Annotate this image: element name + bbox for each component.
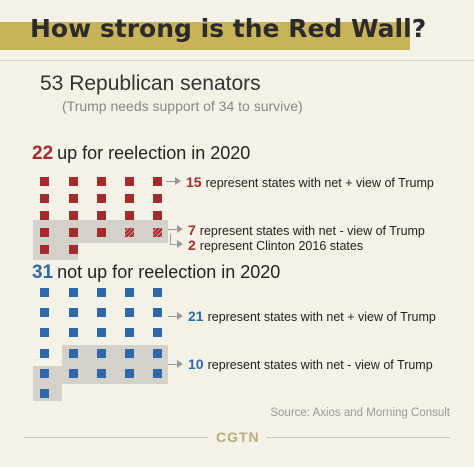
callout-line-10	[168, 364, 178, 365]
senator-square	[69, 177, 78, 186]
senator-square	[40, 194, 49, 203]
callout-line-7	[168, 229, 178, 230]
senator-square	[153, 328, 162, 337]
callout-15-text: represent states with net + view of Trum…	[205, 176, 434, 190]
callout-line-2-vertical	[170, 234, 171, 244]
senator-square	[125, 288, 134, 297]
senator-square	[125, 328, 134, 337]
callout-2-num: 2	[188, 237, 196, 253]
senator-square	[97, 228, 106, 237]
senator-square	[40, 389, 49, 398]
senator-square	[69, 245, 78, 254]
senator-square	[97, 194, 106, 203]
callout-10-num: 10	[188, 356, 204, 372]
negative-view-highlight-top	[62, 345, 168, 366]
senator-square	[153, 211, 162, 220]
callout-7-num: 7	[188, 222, 196, 238]
group-not-up-header: 31 not up for reelection in 2020	[32, 262, 280, 284]
senator-square	[97, 288, 106, 297]
callout-2-text: represent Clinton 2016 states	[199, 239, 364, 253]
subnote: (Trump needs support of 34 to survive)	[62, 98, 303, 114]
senator-square	[153, 369, 162, 378]
senator-square	[153, 177, 162, 186]
senator-square	[153, 288, 162, 297]
arrow-icon	[177, 312, 183, 320]
callout-10: 10 represent states with net - view of Tr…	[188, 356, 433, 372]
senator-square	[40, 349, 49, 358]
senator-square	[153, 194, 162, 203]
senator-square	[40, 245, 49, 254]
group-up-header: 22 up for reelection in 2020	[32, 143, 250, 165]
senator-square	[125, 228, 134, 237]
group-not-up-label: not up for reelection in 2020	[57, 262, 281, 282]
group-up-count: 22	[32, 143, 54, 164]
senator-square	[69, 328, 78, 337]
senator-square	[40, 308, 49, 317]
callout-15: 15 represent states with net + view of Tr…	[186, 174, 434, 190]
title-bar	[0, 22, 410, 50]
senator-square	[97, 328, 106, 337]
senator-square	[40, 211, 49, 220]
senator-square	[97, 211, 106, 220]
callout-21: 21 represent states with net + view of Tr…	[188, 308, 436, 324]
arrow-icon	[177, 225, 183, 233]
arrow-icon	[177, 360, 183, 368]
callout-line-21	[168, 316, 178, 317]
subtitle: 53 Republican senators	[40, 72, 261, 95]
senator-square	[40, 328, 49, 337]
footer-rule-right	[266, 437, 450, 438]
senator-square	[153, 228, 162, 237]
senator-square	[97, 369, 106, 378]
callout-10-text: represent states with net - view of Trum…	[207, 358, 433, 372]
callout-21-text: represent states with net + view of Trum…	[207, 310, 436, 324]
callout-15-num: 15	[186, 174, 202, 190]
senator-square	[97, 308, 106, 317]
senator-square	[69, 308, 78, 317]
source-note: Source: Axios and Morning Consult	[270, 407, 450, 419]
senator-square	[125, 211, 134, 220]
senator-square	[69, 228, 78, 237]
callout-2: 2 represent Clinton 2016 states	[188, 237, 363, 253]
senator-square	[97, 349, 106, 358]
senator-square	[125, 349, 134, 358]
callout-7-text: represent states with net - view of Trum…	[199, 224, 425, 238]
senator-square	[125, 308, 134, 317]
arrow-icon	[177, 240, 183, 248]
senator-square	[153, 349, 162, 358]
senator-square	[40, 177, 49, 186]
senator-square	[40, 288, 49, 297]
senator-square	[97, 177, 106, 186]
senator-square	[69, 288, 78, 297]
page-title: How strong is the Red Wall?	[30, 14, 427, 43]
senator-square	[125, 369, 134, 378]
senator-square	[69, 349, 78, 358]
callout-7: 7 represent states with net - view of Tru…	[188, 222, 425, 238]
callout-line-15	[166, 181, 176, 182]
senator-square	[69, 369, 78, 378]
senator-square	[40, 369, 49, 378]
footer-rule-left	[24, 437, 208, 438]
senator-square	[69, 211, 78, 220]
callout-21-num: 21	[188, 308, 204, 324]
callout-line-2	[170, 244, 178, 245]
senator-square	[153, 308, 162, 317]
group-not-up-count: 31	[32, 262, 54, 283]
cgtn-logo: CGTN	[216, 429, 260, 445]
group-up-label: up for reelection in 2020	[57, 143, 251, 163]
senator-square	[125, 177, 134, 186]
senator-square	[69, 194, 78, 203]
title-rule	[0, 60, 474, 61]
senator-square	[125, 194, 134, 203]
senator-square	[40, 228, 49, 237]
arrow-icon	[175, 177, 181, 185]
